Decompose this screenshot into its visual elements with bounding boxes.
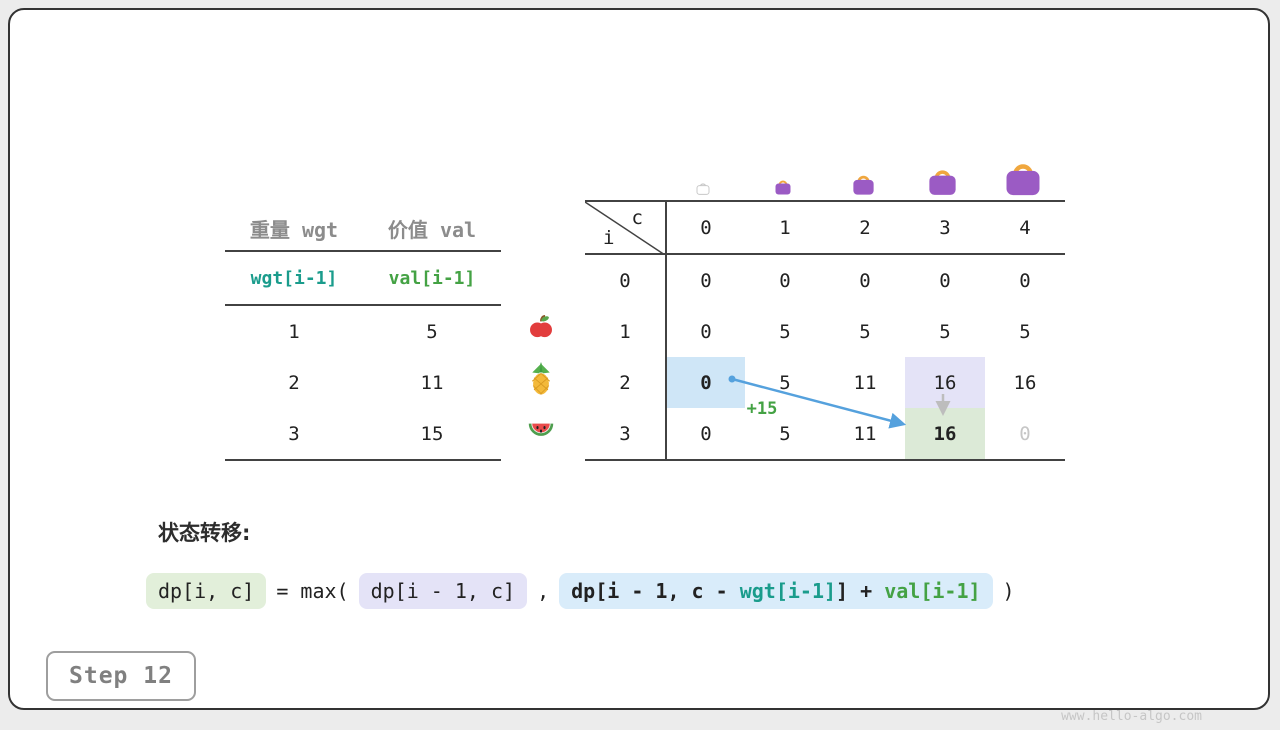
dp-corner-row-label: i [603, 227, 615, 249]
val-formula-label: val[i-1] [388, 267, 476, 289]
wgt-formula-label: wgt[i-1] [250, 267, 338, 289]
dp-cell-3-1: 5 [779, 422, 791, 445]
dp-cell-3-4-unvisited: 0 [1019, 422, 1031, 445]
dp-col-header-3: 3 [905, 202, 985, 255]
bag-capacity-4-icon [1001, 150, 1045, 196]
formula-option-pick-prefix: dp[i - 1, c - [571, 579, 740, 603]
dp-col-header-2: 2 [825, 202, 905, 255]
apple-icon [528, 314, 554, 340]
step-label: Step 12 [69, 663, 173, 689]
item-row-3: 3 15 [225, 408, 501, 461]
dp-col-header-0: 0 [665, 202, 745, 255]
item-3-value: 15 [420, 422, 444, 445]
formula-option-no-pick: dp[i - 1, c] [358, 573, 528, 609]
items-table: 重量 wgt 价值 val wgt[i-1] val[i-1] 1 5 2 11… [225, 206, 501, 461]
dp-corner-col-label: c [631, 207, 643, 229]
dp-cell-1-3: 5 [939, 320, 951, 343]
step-badge: Step 12 [46, 651, 196, 701]
item-3-weight: 3 [288, 422, 300, 445]
dp-cell-2-3-no-pick-source: 16 [905, 357, 985, 408]
watermark: www.hello-algo.com [1061, 709, 1202, 724]
watermelon-icon [527, 420, 555, 443]
dp-cell-0-4: 0 [1019, 269, 1031, 292]
dp-cell-1-2: 5 [859, 320, 871, 343]
formula-option-pick-infix: ] + [836, 579, 885, 603]
dp-row-header-0: 0 [619, 269, 631, 292]
dp-cell-3-3-current: 16 [905, 408, 985, 459]
formula-equals-max: = max( [276, 579, 349, 603]
dp-cell-0-0: 0 [665, 255, 745, 306]
dp-cell-3-2: 11 [853, 422, 877, 445]
dp-corner-cell: c i [585, 202, 665, 255]
dp-row-header-2: 2 [619, 371, 631, 394]
dp-cell-1-4: 5 [1019, 320, 1031, 343]
item-row-1: 1 5 [225, 306, 501, 357]
state-transition-formula: dp[i, c] = max( dp[i - 1, c] , dp[i - 1,… [146, 573, 1015, 609]
pineapple-icon [527, 362, 555, 397]
bag-capacity-1-icon [773, 174, 793, 195]
dp-row-header-3: 3 [619, 422, 631, 445]
dp-cell-1-0: 0 [665, 306, 745, 357]
dp-cell-2-0-source: 0 [665, 357, 745, 408]
dp-cell-3-0: 0 [665, 408, 745, 459]
formula-lhs: dp[i, c] [146, 573, 267, 609]
item-1-weight: 1 [288, 320, 300, 343]
bag-capacity-2-icon [850, 167, 877, 195]
items-table-header-row: 重量 wgt 价值 val [225, 206, 501, 252]
formula-option-pick-val: val[i-1] [884, 579, 981, 603]
formula-option-pick-wgt: wgt[i-1] [739, 579, 837, 603]
item-1-value: 5 [426, 320, 438, 343]
bag-capacity-0-icon [695, 178, 711, 195]
dp-cell-0-1: 0 [779, 269, 791, 292]
items-table-formula-row: wgt[i-1] val[i-1] [225, 252, 501, 306]
item-row-2: 2 11 [225, 357, 501, 408]
value-column-header: 价值 val [387, 217, 477, 242]
dp-cell-2-4: 16 [1013, 371, 1037, 394]
dp-col-header-4: 4 [985, 202, 1065, 255]
dp-row-header-1: 1 [619, 320, 631, 343]
dp-cell-0-3: 0 [939, 269, 951, 292]
bag-capacity-3-icon [925, 159, 960, 196]
item-2-weight: 2 [288, 371, 300, 394]
dp-cell-1-1: 5 [779, 320, 791, 343]
formula-title: 状态转移: [158, 521, 251, 545]
figure-card: 重量 wgt 价值 val wgt[i-1] val[i-1] 1 5 2 11… [8, 8, 1270, 724]
weight-column-header: 重量 wgt [249, 217, 339, 242]
added-value-label: +15 [746, 399, 778, 419]
dp-col-header-1: 1 [745, 202, 825, 255]
corner-diagonal-line [585, 202, 665, 255]
dp-cell-0-2: 0 [859, 269, 871, 292]
item-2-value: 11 [420, 371, 444, 394]
dp-cell-2-2: 11 [853, 371, 877, 394]
dp-table: c i 0 1 2 3 4 0 0 0 0 0 0 1 0 5 5 5 5 2 … [585, 200, 1065, 461]
formula-option-pick: dp[i - 1, c - wgt[i-1]] + val[i-1] [559, 573, 993, 609]
formula-comma: , [537, 579, 550, 603]
formula-close-paren: ) [1002, 579, 1015, 603]
